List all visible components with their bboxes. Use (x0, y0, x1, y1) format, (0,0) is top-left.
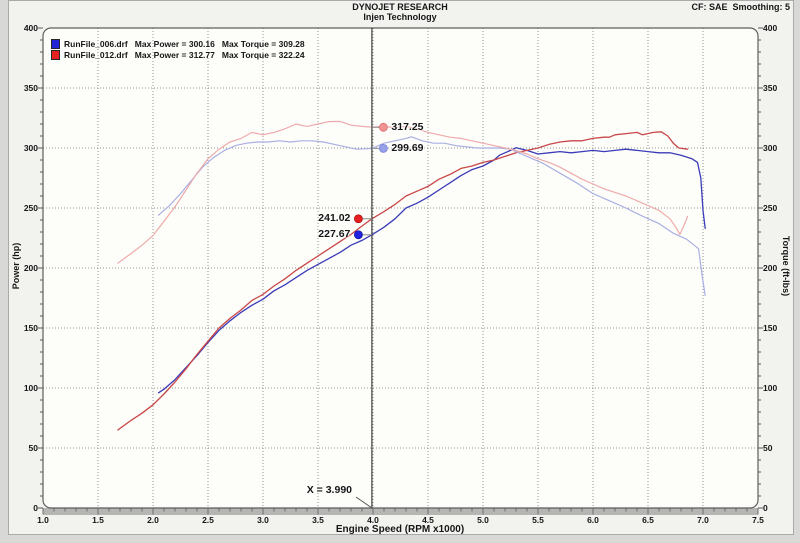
y-tick-label: 150 (763, 323, 778, 333)
legend-row-runfile-012: RunFile_012.drf Max Power = 312.77 Max T… (51, 49, 312, 60)
x-axis-band (43, 508, 758, 515)
y-tick-label: 300 (23, 143, 38, 153)
x-axis-title: Engine Speed (RPM x1000) (335, 524, 465, 535)
cursor-marker-value: 317.25 (391, 120, 424, 133)
y-tick-label: 50 (763, 443, 773, 453)
x-tick-label: 3.0 (257, 515, 269, 525)
legend: RunFile_006.drf Max Power = 300.16 Max T… (51, 38, 312, 60)
cursor-x-label: X = 3.990 (306, 484, 352, 496)
cursor-marker-dot[interactable] (378, 122, 388, 132)
y-tick-label: 350 (23, 83, 38, 93)
run-color-swatch-red (51, 49, 60, 60)
x-tick-label: 1.5 (92, 515, 104, 525)
run-color-swatch-blue (51, 38, 60, 49)
cursor-marker-dot[interactable] (353, 214, 363, 224)
legend-max-power: Max Power = 300.16 (134, 38, 215, 49)
report-title: DYNOJET RESEARCH (352, 2, 448, 12)
report-header: DYNOJET RESEARCH Injen Technology (250, 2, 550, 22)
y-tick-label: 400 (763, 23, 778, 33)
y-tick-label: 300 (763, 143, 778, 153)
correction-smoothing-label: CF: SAE Smoothing: 5 (691, 2, 791, 12)
cursor-marker-value: 299.69 (391, 141, 424, 154)
x-tick-label: 4.0 (367, 515, 379, 525)
x-tick-label: 1.0 (37, 515, 49, 525)
y-tick-label: 0 (763, 503, 768, 513)
y-tick-label: 0 (33, 503, 38, 513)
y-tick-label: 350 (763, 83, 778, 93)
cursor-marker-dot[interactable] (353, 230, 363, 240)
y-tick-label: 400 (23, 23, 38, 33)
report-subtitle: Injen Technology (363, 12, 437, 22)
cursor-marker-value: 241.02 (318, 212, 351, 225)
curve (157, 136, 706, 297)
x-tick-label: 4.5 (422, 515, 434, 525)
legend-file-name: RunFile_006.drf (64, 38, 128, 49)
legend-max-power: Max Power = 312.77 (134, 49, 215, 60)
plot-frame (42, 27, 759, 509)
y-tick-label: 150 (23, 323, 38, 333)
curve (117, 131, 689, 431)
legend-file-name: RunFile_012.drf (64, 49, 128, 60)
cursor-marker-value: 227.67 (318, 228, 351, 241)
y-tick-label: 50 (28, 443, 38, 453)
curve (157, 147, 706, 394)
legend-max-torque: Max Torque = 309.28 (221, 38, 305, 49)
x-tick-label: 5.5 (532, 515, 544, 525)
x-tick-label: 2.0 (147, 515, 159, 525)
legend-row-runfile-006: RunFile_006.drf Max Power = 300.16 Max T… (51, 38, 312, 49)
y-tick-label: 250 (763, 203, 778, 213)
legend-max-torque: Max Torque = 322.24 (221, 49, 305, 60)
y-tick-label: 200 (763, 263, 778, 273)
curve (117, 120, 689, 264)
cursor-marker-dot[interactable] (378, 143, 388, 153)
x-tick-label: 7.0 (697, 515, 709, 525)
y-tick-label: 200 (23, 263, 38, 273)
x-tick-label: 3.5 (312, 515, 324, 525)
x-tick-label: 2.5 (202, 515, 214, 525)
y-tick-label: 250 (23, 203, 38, 213)
x-tick-label: 6.5 (642, 515, 654, 525)
y-tick-label: 100 (23, 383, 38, 393)
x-tick-label: 5.0 (477, 515, 489, 525)
x-tick-label: 6.0 (587, 515, 599, 525)
y-tick-label: 100 (763, 383, 778, 393)
x-tick-label: 7.5 (752, 515, 764, 525)
